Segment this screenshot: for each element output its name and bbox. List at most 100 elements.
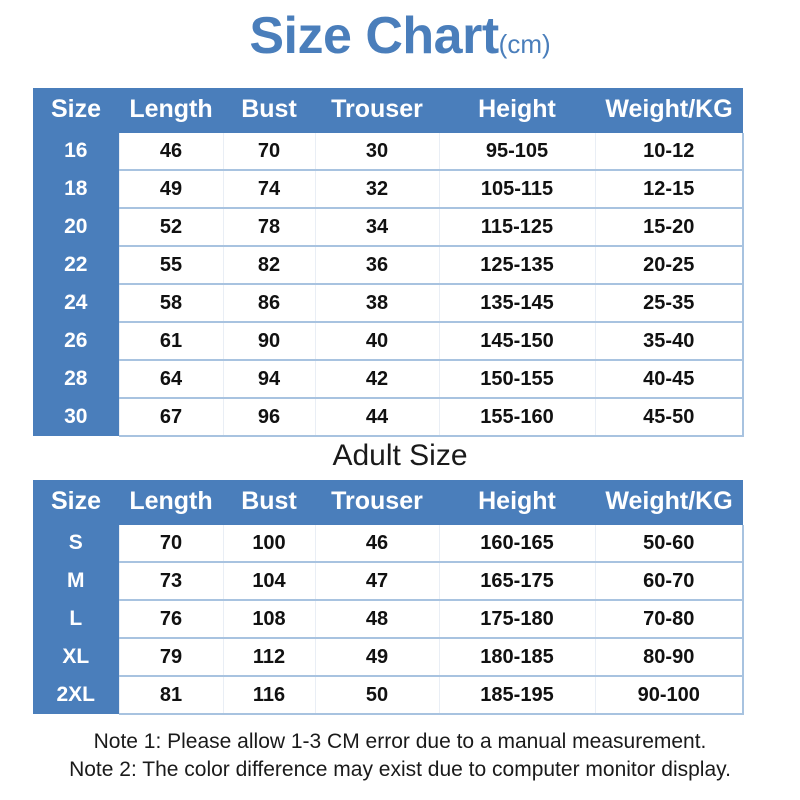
- table-row: 18 49 74 32 105-115 12-15: [33, 168, 744, 208]
- notes-section: Note 1: Please allow 1-3 CM error due to…: [0, 728, 800, 784]
- cell-height: 125-135: [438, 244, 596, 284]
- youth-table-header: Size Length Bust Trouser Height Weight/K…: [33, 88, 743, 133]
- cell-bust: 96: [222, 396, 316, 437]
- cell-length: 61: [118, 320, 224, 360]
- cell-length: 52: [118, 206, 224, 246]
- cell-trouser: 50: [314, 674, 440, 715]
- column-header-length: Length: [119, 88, 223, 133]
- cell-height: 175-180: [438, 598, 596, 638]
- page-title-unit: (cm): [498, 29, 551, 59]
- table-row: 2XL 81 116 50 185-195 90-100: [33, 674, 744, 715]
- table-row: M 73 104 47 165-175 60-70: [33, 560, 744, 600]
- cell-trouser: 44: [314, 396, 440, 437]
- cell-size: XL: [33, 637, 119, 676]
- cell-bust: 116: [222, 674, 316, 715]
- cell-height: 135-145: [438, 282, 596, 322]
- table-row: 22 55 82 36 125-135 20-25: [33, 244, 744, 284]
- cell-bust: 94: [222, 358, 316, 398]
- cell-weight: 35-40: [594, 320, 744, 360]
- cell-weight: 80-90: [594, 636, 744, 676]
- cell-bust: 70: [222, 132, 316, 170]
- table-row: XL 79 112 49 180-185 80-90: [33, 636, 744, 676]
- column-header-length: Length: [119, 480, 223, 525]
- table-row: 20 52 78 34 115-125 15-20: [33, 206, 744, 246]
- cell-trouser: 40: [314, 320, 440, 360]
- cell-size: 30: [33, 397, 119, 436]
- column-header-bust: Bust: [223, 88, 315, 133]
- table-row: S 70 100 46 160-165 50-60: [33, 524, 744, 562]
- youth-size-table: Size Length Bust Trouser Height Weight/K…: [33, 88, 744, 437]
- cell-height: 165-175: [438, 560, 596, 600]
- cell-length: 58: [118, 282, 224, 322]
- table-row: 30 67 96 44 155-160 45-50: [33, 396, 744, 437]
- cell-bust: 104: [222, 560, 316, 600]
- cell-size: 2XL: [33, 675, 119, 714]
- cell-length: 79: [118, 636, 224, 676]
- cell-weight: 90-100: [594, 674, 744, 715]
- column-header-trouser: Trouser: [315, 88, 439, 133]
- cell-trouser: 42: [314, 358, 440, 398]
- cell-length: 49: [118, 168, 224, 208]
- cell-trouser: 38: [314, 282, 440, 322]
- cell-trouser: 46: [314, 524, 440, 562]
- cell-length: 46: [118, 132, 224, 170]
- table-row: 16 46 70 30 95-105 10-12: [33, 132, 744, 170]
- cell-weight: 70-80: [594, 598, 744, 638]
- cell-weight: 60-70: [594, 560, 744, 600]
- table-row: 24 58 86 38 135-145 25-35: [33, 282, 744, 322]
- cell-size: M: [33, 561, 119, 600]
- note-line-1: Note 1: Please allow 1-3 CM error due to…: [93, 730, 707, 753]
- cell-weight: 45-50: [594, 396, 744, 437]
- cell-length: 76: [118, 598, 224, 638]
- cell-length: 55: [118, 244, 224, 284]
- table-header-row: Size Length Bust Trouser Height Weight/K…: [33, 480, 743, 525]
- column-header-height: Height: [439, 88, 595, 133]
- cell-bust: 82: [222, 244, 316, 284]
- column-header-height: Height: [439, 480, 595, 525]
- adult-size-table: Size Length Bust Trouser Height Weight/K…: [33, 480, 744, 715]
- cell-weight: 12-15: [594, 168, 744, 208]
- cell-height: 180-185: [438, 636, 596, 676]
- cell-height: 155-160: [438, 396, 596, 437]
- cell-weight: 40-45: [594, 358, 744, 398]
- cell-height: 150-155: [438, 358, 596, 398]
- cell-size: L: [33, 599, 119, 638]
- column-header-trouser: Trouser: [315, 480, 439, 525]
- cell-bust: 74: [222, 168, 316, 208]
- cell-size: 24: [33, 283, 119, 322]
- cell-bust: 86: [222, 282, 316, 322]
- cell-length: 67: [118, 396, 224, 437]
- youth-table-body: 16 46 70 30 95-105 10-12 18 49 74 32 105…: [33, 132, 744, 437]
- cell-height: 115-125: [438, 206, 596, 246]
- cell-size: 20: [33, 207, 119, 246]
- column-header-size: Size: [33, 480, 119, 525]
- cell-trouser: 34: [314, 206, 440, 246]
- cell-bust: 90: [222, 320, 316, 360]
- cell-weight: 15-20: [594, 206, 744, 246]
- cell-length: 64: [118, 358, 224, 398]
- column-header-weight: Weight/KG: [595, 480, 743, 525]
- table-row: 28 64 94 42 150-155 40-45: [33, 358, 744, 398]
- cell-bust: 78: [222, 206, 316, 246]
- page-title-main: Size Chart: [249, 7, 499, 65]
- adult-table-header: Size Length Bust Trouser Height Weight/K…: [33, 480, 743, 525]
- cell-height: 105-115: [438, 168, 596, 208]
- cell-size: 26: [33, 321, 119, 360]
- section-label-adult-size: Adult Size: [332, 439, 468, 472]
- cell-height: 160-165: [438, 524, 596, 562]
- cell-trouser: 36: [314, 244, 440, 284]
- cell-weight: 10-12: [594, 132, 744, 170]
- table-row: L 76 108 48 175-180 70-80: [33, 598, 744, 638]
- cell-size: 18: [33, 169, 119, 208]
- cell-trouser: 47: [314, 560, 440, 600]
- cell-height: 95-105: [438, 132, 596, 170]
- note-line-2: Note 2: The color difference may exist d…: [69, 758, 731, 781]
- cell-size: 22: [33, 245, 119, 284]
- cell-trouser: 48: [314, 598, 440, 638]
- page-title: Size Chart(cm): [0, 10, 800, 62]
- cell-size: 16: [33, 132, 119, 170]
- cell-height: 185-195: [438, 674, 596, 715]
- column-header-bust: Bust: [223, 480, 315, 525]
- table-header-row: Size Length Bust Trouser Height Weight/K…: [33, 88, 743, 133]
- column-header-size: Size: [33, 88, 119, 133]
